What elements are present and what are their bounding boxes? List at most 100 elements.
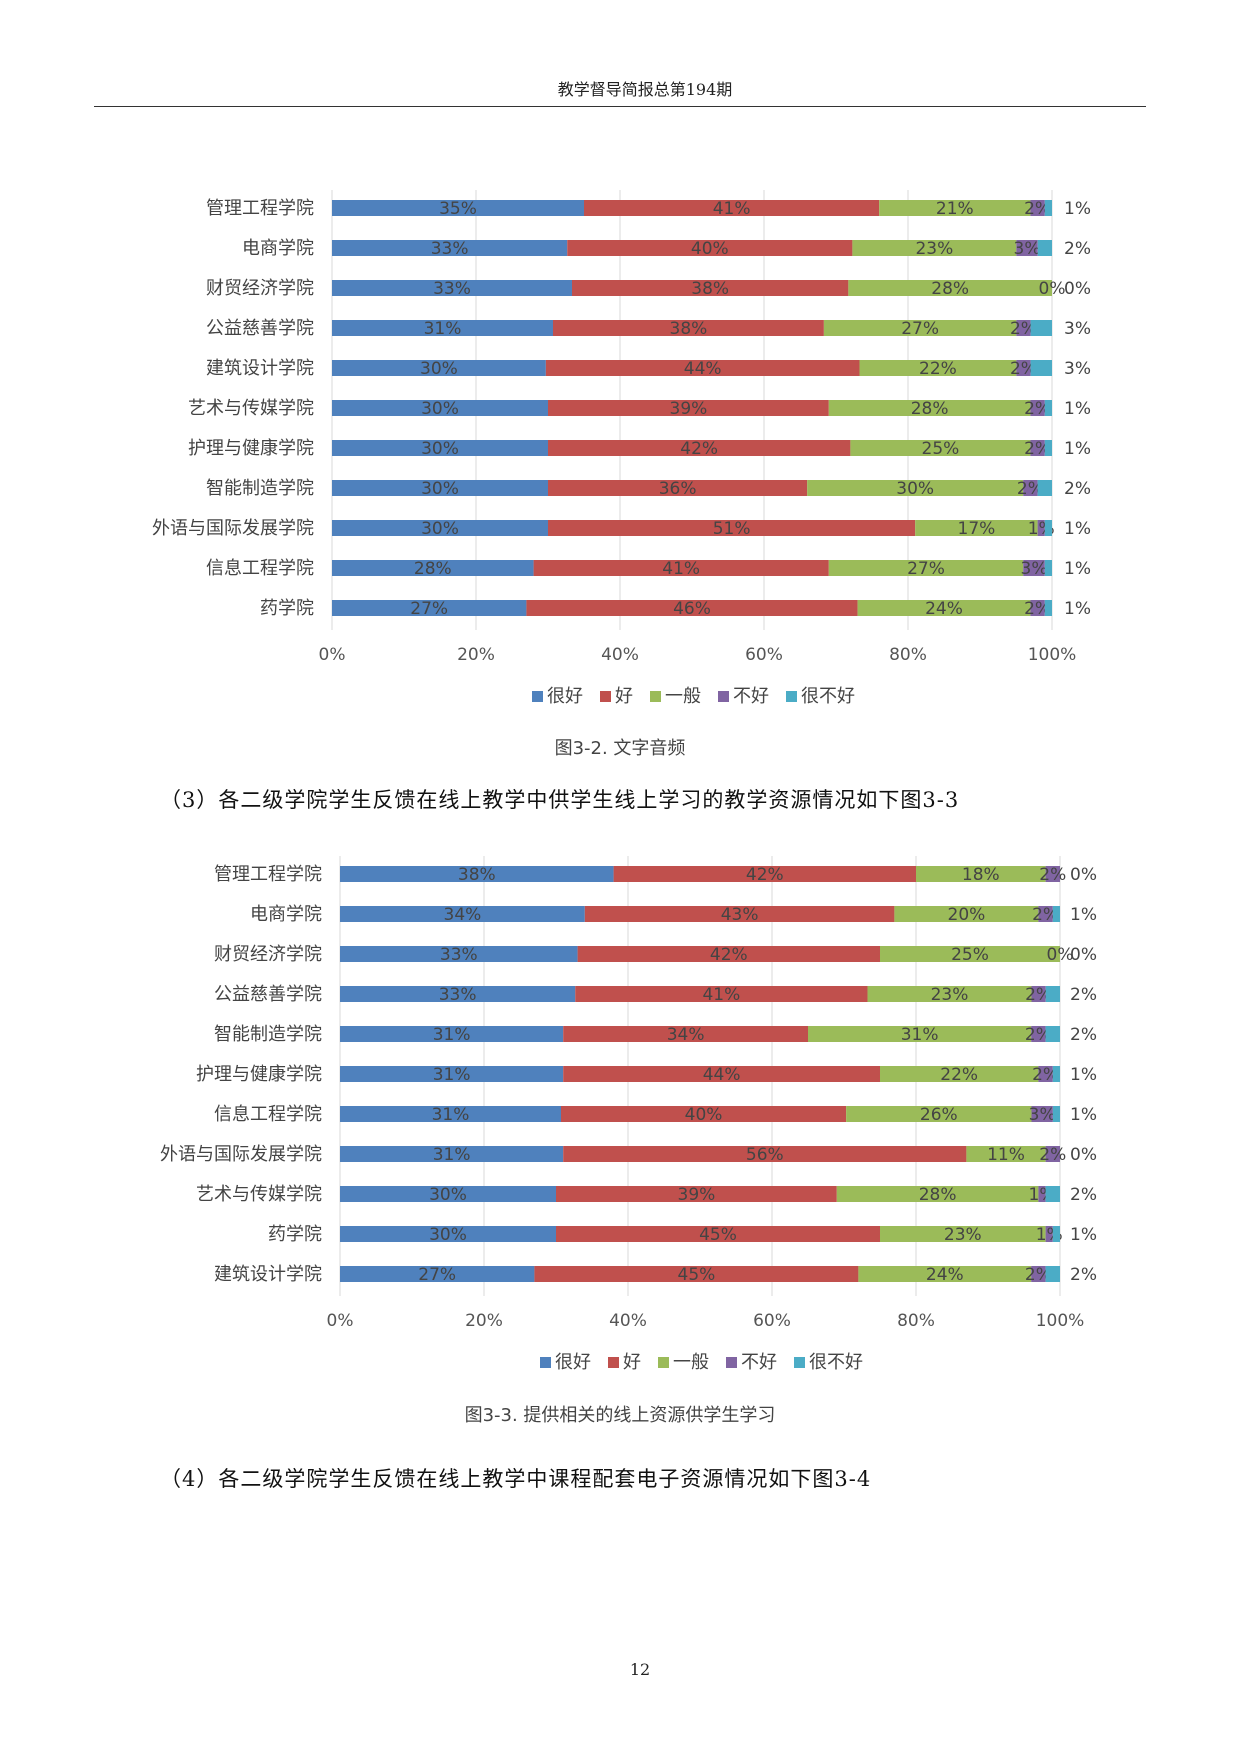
- legend-swatch: [786, 691, 797, 702]
- category-label: 护理与健康学院: [188, 438, 314, 459]
- data-label: 17%: [958, 519, 996, 539]
- data-label: 46%: [673, 599, 711, 619]
- data-label: 31%: [433, 1025, 471, 1045]
- data-label: 30%: [429, 1185, 467, 1205]
- data-label: 56%: [746, 1145, 784, 1165]
- data-label: 2%: [1024, 399, 1051, 419]
- data-label: 40%: [685, 1105, 723, 1125]
- data-label: 21%: [936, 199, 974, 219]
- data-label: 2%: [1024, 439, 1051, 459]
- bar-segment: [1044, 560, 1052, 576]
- category-label: 艺术与传媒学院: [196, 1184, 322, 1205]
- bar-segment: [1045, 986, 1060, 1002]
- data-label: 38%: [691, 279, 729, 299]
- data-label: 2%: [1025, 1025, 1052, 1045]
- bar-segment: [1030, 400, 1045, 416]
- x-tick-label: 60%: [745, 645, 783, 665]
- data-label: 2%: [1070, 1025, 1097, 1045]
- bar-segment: [1052, 1066, 1060, 1082]
- category-label: 艺术与传媒学院: [188, 398, 314, 419]
- data-label: 3%: [1064, 319, 1091, 339]
- data-label: 28%: [919, 1185, 957, 1205]
- category-label: 护理与健康学院: [196, 1064, 322, 1085]
- data-label: 40%: [691, 239, 729, 259]
- bar-segment: [1038, 1066, 1053, 1082]
- bar-segment: [846, 1106, 1032, 1122]
- data-label: 22%: [919, 359, 957, 379]
- bar-segment: [880, 1226, 1046, 1242]
- bar-segment: [1030, 600, 1045, 616]
- bar-segment: [563, 1146, 967, 1162]
- bar-segment: [1031, 1106, 1053, 1122]
- bar-segment: [584, 200, 880, 216]
- bar-segment: [915, 520, 1038, 536]
- data-label: 2%: [1070, 1185, 1097, 1205]
- data-label: 33%: [440, 945, 478, 965]
- x-tick-label: 100%: [1036, 1311, 1085, 1331]
- bar-segment: [1052, 1226, 1060, 1242]
- data-label: 2%: [1064, 479, 1091, 499]
- data-label: 44%: [703, 1065, 741, 1085]
- data-label: 45%: [678, 1265, 716, 1285]
- bar-segment: [552, 320, 824, 336]
- bar-segment: [584, 906, 895, 922]
- data-label: 2%: [1039, 865, 1066, 885]
- data-label: 35%: [439, 199, 477, 219]
- bar-segment: [340, 1026, 564, 1042]
- data-label: 23%: [915, 239, 953, 259]
- legend-label: 很不好: [801, 686, 855, 707]
- bar-segment: [340, 906, 585, 922]
- bar-segment: [556, 1186, 837, 1202]
- data-label: 1%: [1064, 199, 1091, 219]
- bar-segment: [966, 1146, 1046, 1162]
- data-label: 28%: [931, 279, 969, 299]
- bar-segment: [808, 1026, 1032, 1042]
- data-label: 2%: [1039, 1145, 1066, 1165]
- bar-segment: [1038, 1186, 1046, 1202]
- data-label: 38%: [458, 865, 496, 885]
- data-label: 1%: [1064, 439, 1091, 459]
- legend-label: 很好: [555, 1352, 591, 1373]
- bar-segment: [332, 440, 548, 456]
- figure-caption-3-3: 图3-3. 提供相关的线上资源供学生学习: [464, 1405, 776, 1426]
- data-label: 1%: [1064, 599, 1091, 619]
- bar-segment: [852, 240, 1017, 256]
- data-label: 41%: [713, 199, 751, 219]
- bar-segment: [340, 946, 578, 962]
- legend-swatch: [540, 1357, 551, 1368]
- data-label: 27%: [410, 599, 448, 619]
- category-label: 外语与国际发展学院: [152, 518, 314, 539]
- bar-segment: [340, 1186, 556, 1202]
- data-label: 0%: [1064, 279, 1091, 299]
- bar-segment: [823, 320, 1017, 336]
- category-label: 外语与国际发展学院: [160, 1144, 322, 1165]
- bar-segment: [1045, 1186, 1060, 1202]
- bar-segment: [828, 400, 1031, 416]
- x-tick-label: 20%: [457, 645, 495, 665]
- category-label: 财贸经济学院: [214, 944, 322, 965]
- legend-label: 不好: [733, 686, 769, 707]
- category-label: 公益慈善学院: [206, 318, 314, 339]
- data-label: 34%: [444, 905, 482, 925]
- bar-segment: [1016, 320, 1031, 336]
- bar-segment: [545, 360, 860, 376]
- data-label: 31%: [424, 319, 462, 339]
- bar-segment: [1044, 200, 1052, 216]
- bar-segment: [332, 480, 548, 496]
- paragraph-4: （4）各二级学院学生反馈在线上教学中课程配套电子资源情况如下图3-4: [160, 1467, 872, 1491]
- bar-segment: [1044, 440, 1052, 456]
- legend-swatch: [726, 1357, 737, 1368]
- bar-segment: [332, 520, 548, 536]
- data-label: 33%: [431, 239, 469, 259]
- bar-segment: [1016, 360, 1031, 376]
- data-label: 36%: [659, 479, 697, 499]
- data-label: 23%: [931, 985, 969, 1005]
- page-number: 12: [629, 1660, 651, 1679]
- data-label: 3%: [1064, 359, 1091, 379]
- legend-swatch: [532, 691, 543, 702]
- bar-segment: [572, 280, 849, 296]
- x-tick-label: 20%: [465, 1311, 503, 1331]
- data-label: 2%: [1064, 239, 1091, 259]
- header-title: 教学督导简报总第194期: [557, 80, 733, 99]
- bar-segment: [1052, 1106, 1060, 1122]
